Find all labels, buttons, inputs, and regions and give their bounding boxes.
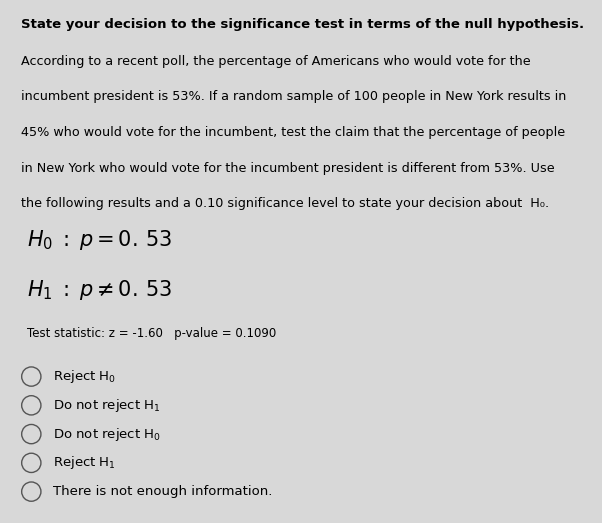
Text: Do not reject H$_1$: Do not reject H$_1$ <box>53 397 161 414</box>
Text: $H_1 \; : \; p \neq 0.\,53$: $H_1 \; : \; p \neq 0.\,53$ <box>27 278 172 302</box>
Text: the following results and a 0.10 significance level to state your decision about: the following results and a 0.10 signifi… <box>21 197 549 210</box>
Text: Reject H$_0$: Reject H$_0$ <box>53 368 116 385</box>
Text: Test statistic: z = -1.60   p-value = 0.1090: Test statistic: z = -1.60 p-value = 0.10… <box>27 327 276 340</box>
Text: Do not reject H$_0$: Do not reject H$_0$ <box>53 426 161 442</box>
Text: State your decision to the significance test in terms of the null hypothesis.: State your decision to the significance … <box>21 18 584 31</box>
Text: 45% who would vote for the incumbent, test the claim that the percentage of peop: 45% who would vote for the incumbent, te… <box>21 126 565 139</box>
Text: incumbent president is 53%. If a random sample of 100 people in New York results: incumbent president is 53%. If a random … <box>21 90 566 104</box>
Text: According to a recent poll, the percentage of Americans who would vote for the: According to a recent poll, the percenta… <box>21 55 531 68</box>
Text: There is not enough information.: There is not enough information. <box>53 485 272 498</box>
Text: Reject H$_1$: Reject H$_1$ <box>53 454 116 471</box>
Text: in New York who would vote for the incumbent president is different from 53%. Us: in New York who would vote for the incum… <box>21 162 554 175</box>
Text: $H_0 \; : \; p = 0.\,53$: $H_0 \; : \; p = 0.\,53$ <box>27 228 172 252</box>
